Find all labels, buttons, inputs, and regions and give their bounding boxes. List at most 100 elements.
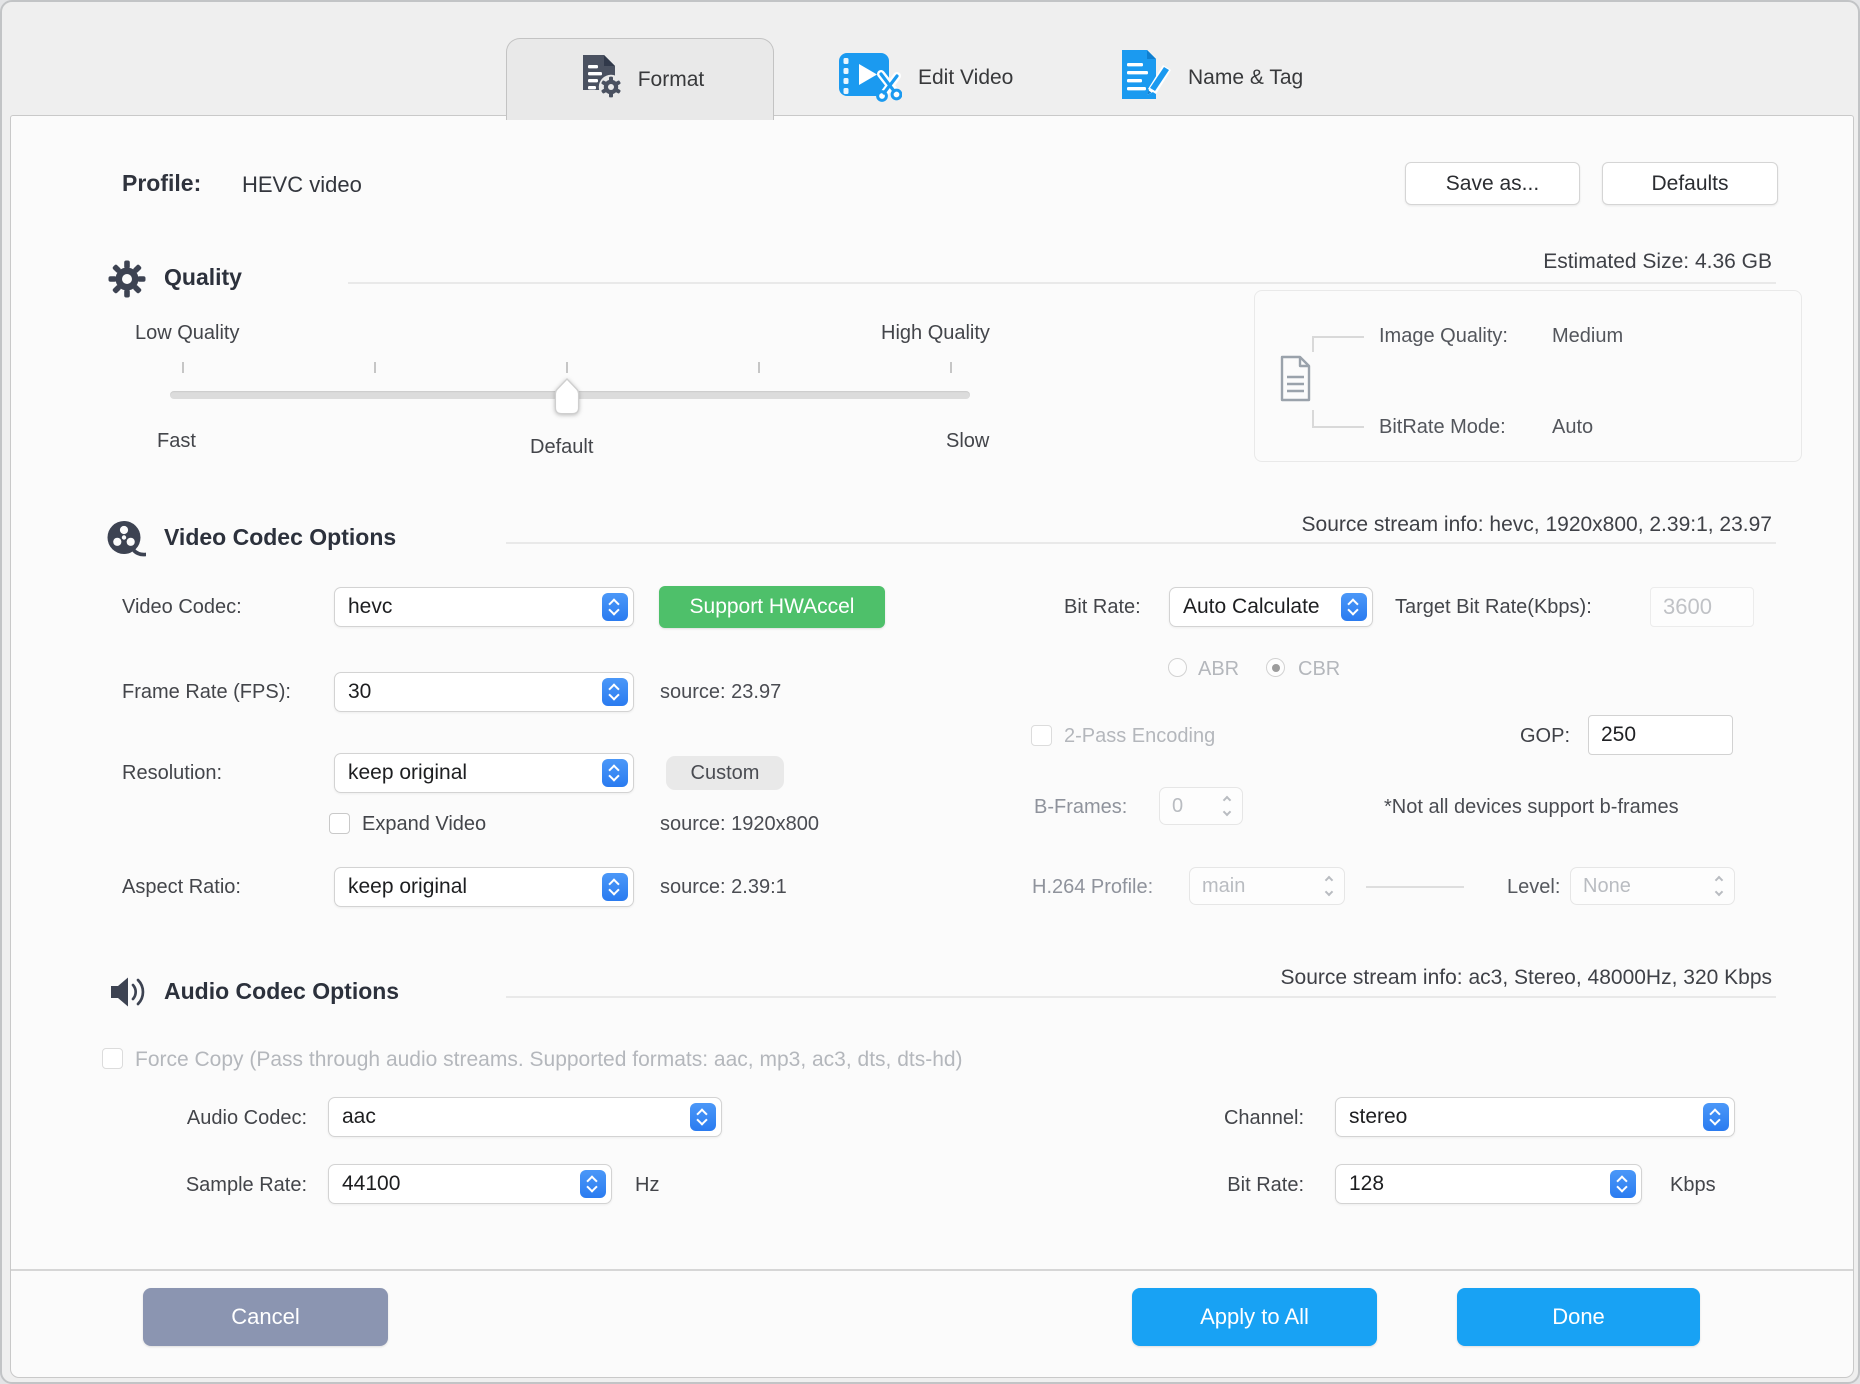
two-pass-label: 2-Pass Encoding	[1064, 725, 1216, 747]
bit-rate-value: Auto Calculate	[1183, 595, 1320, 618]
slider-tick	[182, 362, 184, 373]
film-reel-icon	[105, 518, 147, 563]
audio-codec-label: Audio Codec:	[186, 1107, 307, 1129]
video-divider	[506, 542, 1776, 544]
stepper-icon	[602, 678, 628, 706]
speaker-icon	[108, 974, 148, 1015]
cancel-button[interactable]: Cancel	[143, 1288, 388, 1346]
two-pass-checkbox	[1031, 725, 1052, 746]
custom-button[interactable]: Custom	[666, 756, 784, 790]
save-as-button[interactable]: Save as...	[1405, 162, 1580, 205]
audio-bit-rate-select[interactable]: 128	[1335, 1164, 1642, 1204]
connector-line	[1312, 336, 1314, 352]
hz-unit: Hz	[635, 1174, 660, 1196]
abr-radio	[1168, 658, 1187, 677]
image-quality-value: Medium	[1552, 325, 1624, 347]
force-copy-checkbox	[102, 1048, 123, 1069]
connector-line	[1312, 410, 1314, 428]
frame-rate-select[interactable]: 30	[334, 672, 634, 712]
force-copy-label: Force Copy (Pass through audio streams. …	[135, 1048, 963, 1071]
tab-format[interactable]: Format	[506, 38, 774, 120]
video-codec-options-title: Video Codec Options	[164, 524, 397, 550]
audio-bit-rate-value: 128	[1349, 1172, 1385, 1195]
stepper-icon	[580, 1170, 606, 1198]
cbr-label: CBR	[1298, 658, 1341, 680]
slider-tick	[950, 362, 952, 373]
default-label: Default	[530, 436, 594, 458]
footer-divider	[11, 1269, 1853, 1271]
audio-bit-rate-label: Bit Rate:	[1227, 1174, 1304, 1196]
h264-profile-value: main	[1202, 874, 1246, 897]
b-frames-label: B-Frames:	[1034, 796, 1128, 818]
slider-tick	[566, 362, 568, 373]
low-quality-label: Low Quality	[135, 322, 240, 344]
edit-video-icon	[838, 48, 903, 109]
stepper-icon	[1341, 593, 1367, 621]
tab-name-tag[interactable]: Name & Tag	[1114, 42, 1303, 114]
b-frames-value: 0	[1172, 794, 1184, 817]
audio-source-info: Source stream info: ac3, Stereo, 48000Hz…	[1280, 966, 1772, 989]
gop-input[interactable]	[1588, 715, 1733, 755]
name-tag-icon	[1114, 48, 1172, 109]
done-button[interactable]: Done	[1457, 1288, 1700, 1346]
tab-edit-video[interactable]: Edit Video	[838, 42, 1013, 114]
resolution-source: source: 1920x800	[660, 813, 820, 835]
bit-rate-select[interactable]: Auto Calculate	[1169, 587, 1373, 627]
tab-edit-video-label: Edit Video	[918, 66, 1014, 89]
resolution-select[interactable]: keep original	[334, 753, 634, 793]
support-hwaccel-button[interactable]: Support HWAccel	[659, 586, 885, 628]
bit-rate-label: Bit Rate:	[1064, 596, 1141, 618]
audio-divider	[506, 996, 1776, 998]
expand-video-checkbox[interactable]	[329, 813, 350, 834]
quality-title: Quality	[164, 264, 242, 290]
h264-profile-select: main	[1189, 867, 1345, 905]
aspect-ratio-source: source: 2.39:1	[660, 876, 787, 898]
tab-format-label: Format	[637, 67, 705, 91]
frame-rate-source: source: 23.97	[660, 681, 782, 703]
sample-rate-label: Sample Rate:	[185, 1174, 307, 1196]
channel-select[interactable]: stereo	[1335, 1097, 1735, 1137]
target-bit-rate-label: Target Bit Rate(Kbps):	[1395, 596, 1592, 618]
aspect-ratio-label: Aspect Ratio:	[122, 876, 241, 898]
audio-codec-value: aac	[342, 1105, 376, 1128]
frame-rate-label: Frame Rate (FPS):	[122, 681, 291, 703]
stepper-icon	[690, 1103, 716, 1131]
h264-level-divider	[1366, 886, 1464, 888]
stepper-icon	[602, 593, 628, 621]
quality-slider-thumb[interactable]	[553, 378, 581, 420]
video-codec-label: Video Codec:	[122, 596, 242, 618]
cbr-radio	[1266, 658, 1285, 677]
sample-rate-select[interactable]: 44100	[328, 1164, 612, 1204]
connector-line	[1312, 426, 1364, 428]
fast-label: Fast	[157, 430, 196, 452]
video-codec-value: hevc	[348, 595, 393, 618]
level-select: None	[1570, 867, 1735, 905]
resolution-label: Resolution:	[122, 762, 223, 784]
video-source-info: Source stream info: hevc, 1920x800, 2.39…	[1301, 513, 1772, 536]
audio-codec-select[interactable]: aac	[328, 1097, 722, 1137]
aspect-ratio-value: keep original	[348, 875, 468, 898]
tab-name-tag-label: Name & Tag	[1188, 66, 1304, 89]
image-quality-label: Image Quality:	[1379, 325, 1508, 347]
level-value: None	[1583, 874, 1631, 897]
frame-rate-value: 30	[348, 680, 372, 703]
audio-codec-options-title: Audio Codec Options	[164, 978, 400, 1004]
defaults-button[interactable]: Defaults	[1602, 162, 1778, 205]
aspect-ratio-select[interactable]: keep original	[334, 867, 634, 907]
stepper-icon	[1703, 1103, 1729, 1131]
slow-label: Slow	[946, 430, 990, 452]
profile-value: HEVC video	[242, 172, 362, 197]
target-bit-rate-input	[1650, 587, 1754, 627]
sample-rate-value: 44100	[342, 1172, 401, 1195]
apply-to-all-button[interactable]: Apply to All	[1132, 1288, 1377, 1346]
format-icon	[576, 54, 624, 105]
video-codec-select[interactable]: hevc	[334, 587, 634, 627]
estimated-size: Estimated Size: 4.36 GB	[1543, 250, 1772, 273]
gop-label: GOP:	[1520, 725, 1571, 747]
connector-line	[1312, 336, 1364, 338]
level-label: Level:	[1507, 876, 1561, 898]
stepper-icon	[1610, 1170, 1636, 1198]
kbps-unit: Kbps	[1670, 1174, 1716, 1196]
high-quality-label: High Quality	[881, 322, 990, 344]
slider-tick	[374, 362, 376, 373]
